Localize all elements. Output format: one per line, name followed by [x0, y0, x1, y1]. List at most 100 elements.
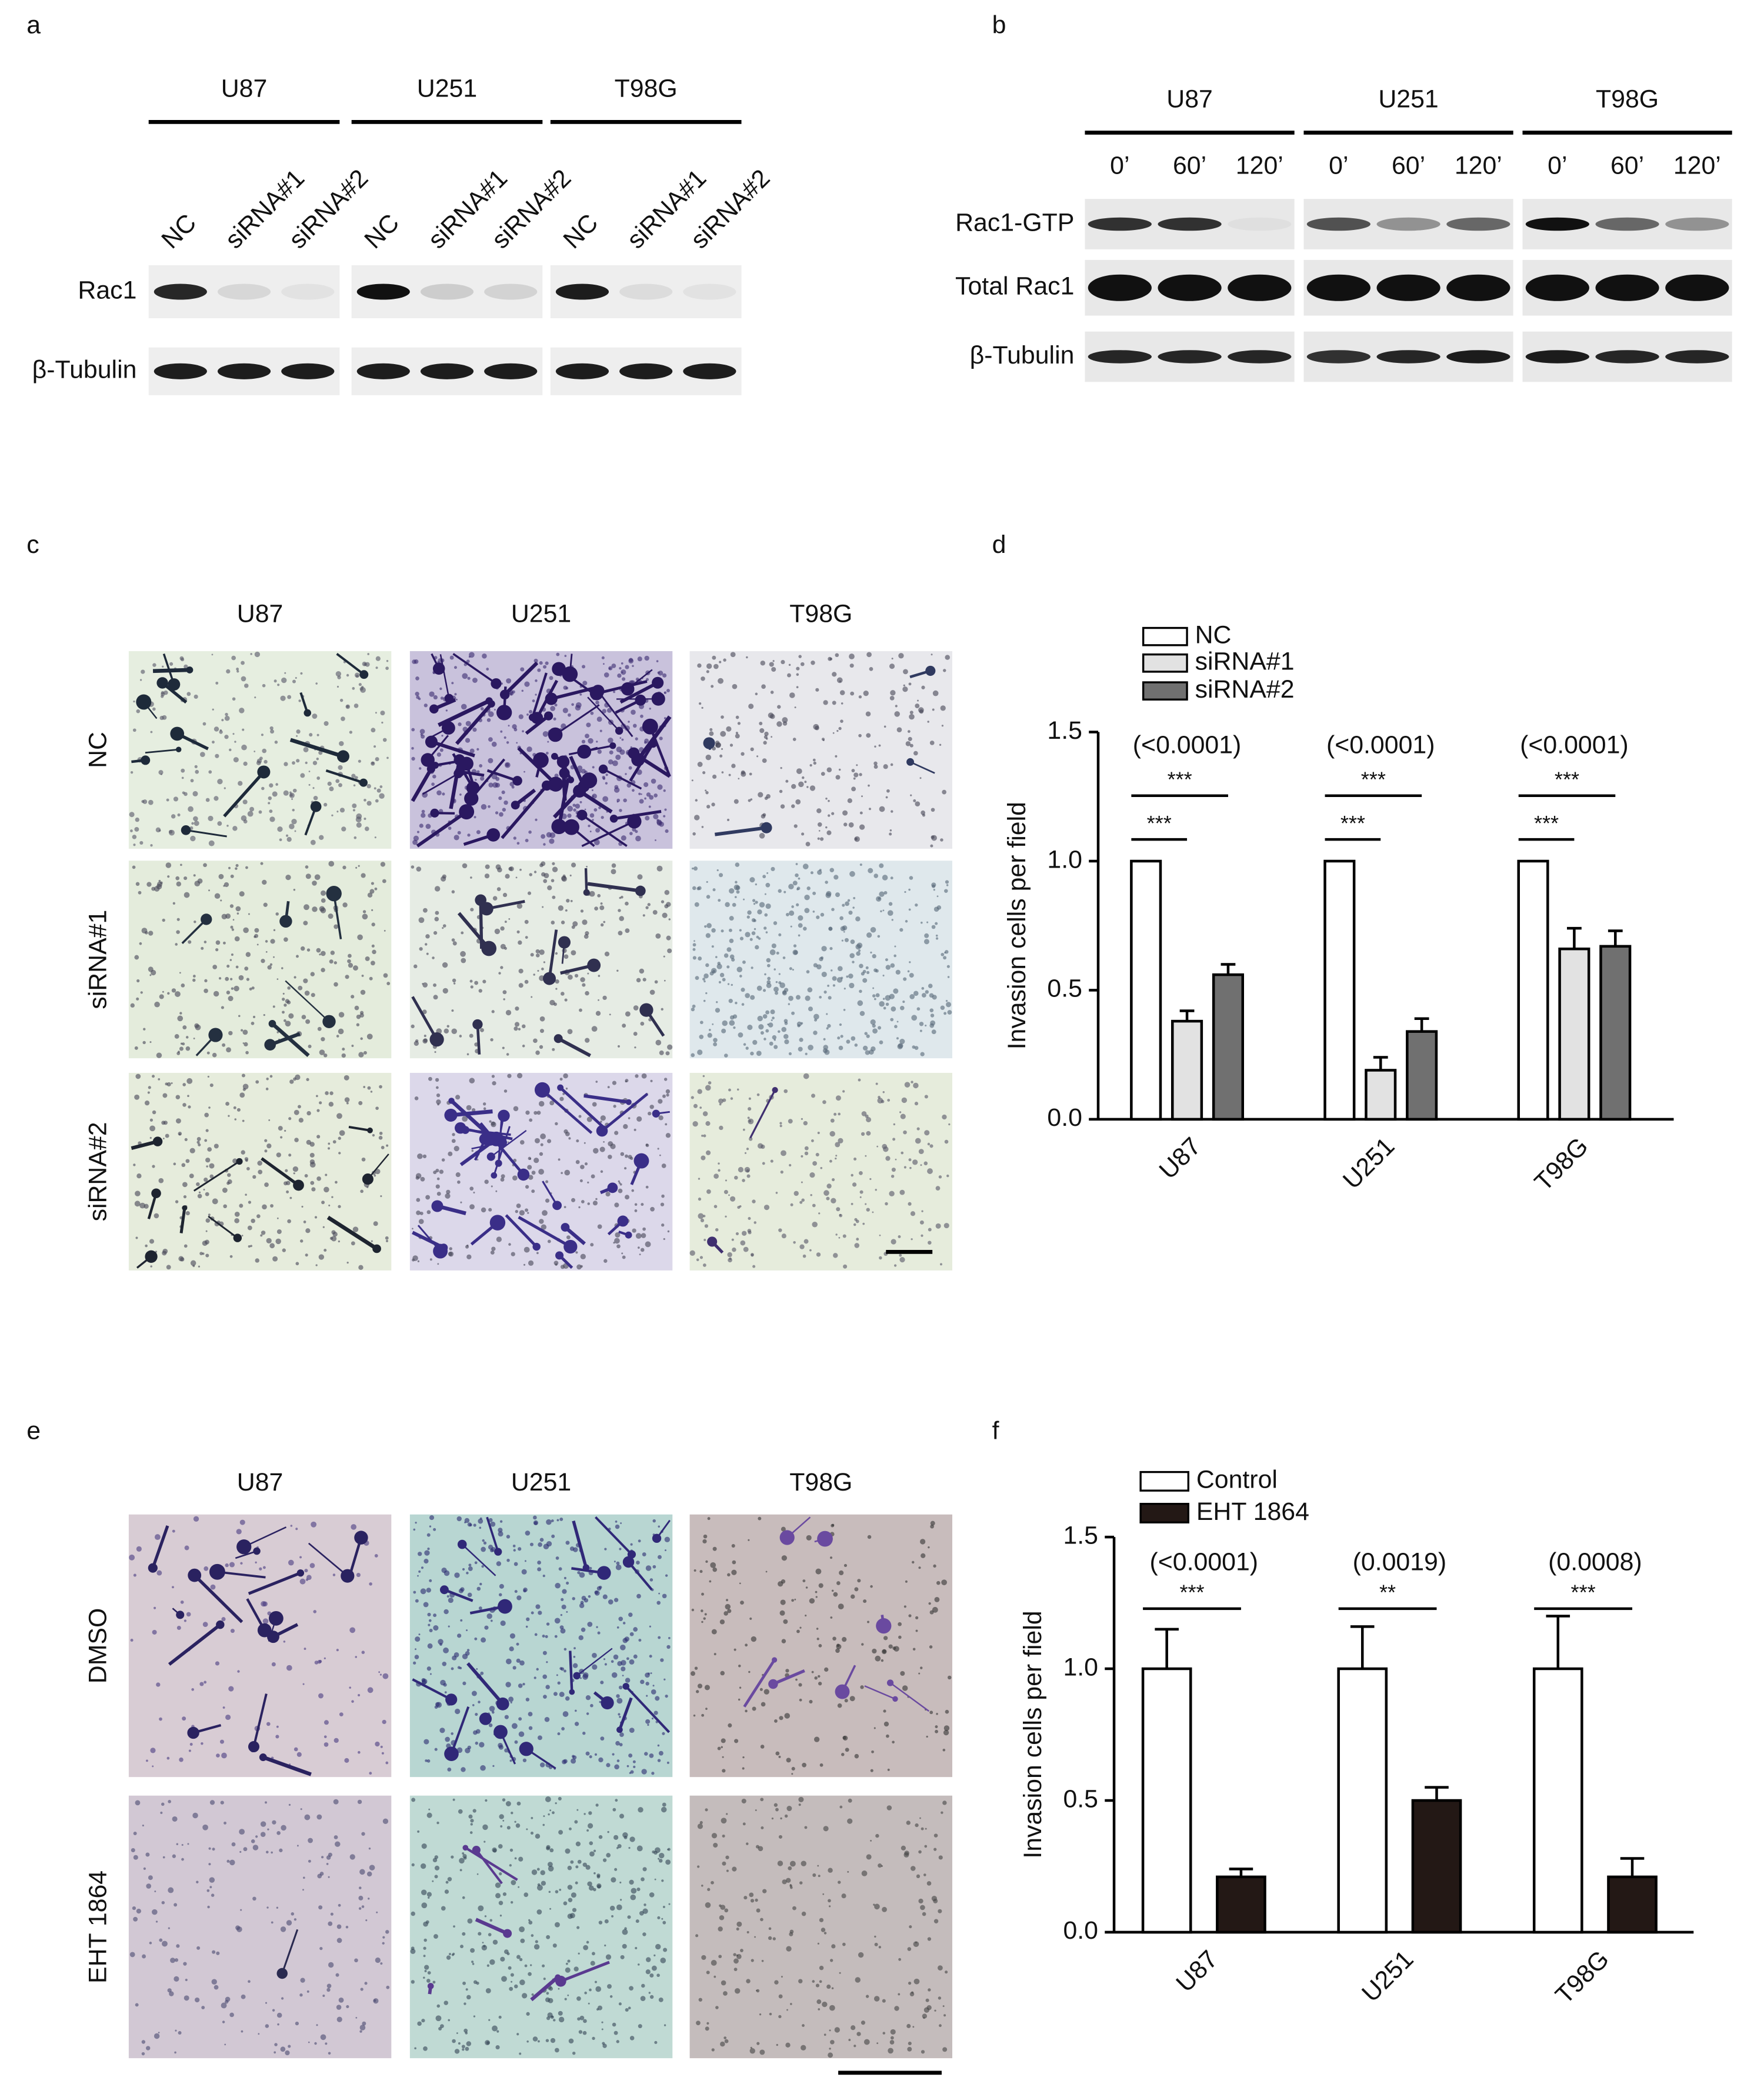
cell-speck	[699, 1035, 704, 1039]
cell-speck	[836, 677, 843, 683]
cell-speck	[194, 821, 199, 826]
cell-speck	[807, 987, 813, 993]
cell-speck	[890, 876, 893, 880]
cell-body	[576, 809, 588, 821]
cell-speck	[469, 1078, 475, 1083]
cell-speck	[436, 1177, 440, 1181]
cell-process	[285, 980, 330, 1022]
cell-speck	[413, 1661, 416, 1665]
cell-speck	[696, 2020, 701, 2026]
cell-speck	[375, 799, 379, 803]
cell-speck	[628, 766, 632, 770]
cell-speck	[630, 1894, 636, 1900]
cell-speck	[848, 2039, 851, 2042]
cell-speck	[228, 1031, 233, 1036]
cell-speck	[538, 1542, 542, 1547]
band	[1446, 350, 1510, 364]
cell-speck	[924, 1130, 930, 1136]
cell-speck	[533, 1515, 537, 1520]
cell-speck	[653, 1710, 658, 1715]
cell-speck	[662, 1905, 665, 1908]
time-label: 0’	[1110, 151, 1129, 179]
cell-speck	[360, 1037, 363, 1041]
cell-speck	[658, 1115, 663, 1121]
lane-label: NC	[359, 208, 405, 254]
cell-speck	[542, 1964, 545, 1968]
cell-speck	[801, 1022, 803, 1025]
cell-speck	[726, 965, 730, 969]
cell-speck	[720, 1905, 726, 1910]
cell-speck	[234, 1218, 239, 1223]
cell-speck	[645, 1565, 652, 1571]
cell-speck	[778, 981, 782, 985]
cell-speck	[476, 1668, 478, 1670]
cell-speck	[929, 1710, 933, 1715]
cell-speck	[522, 1024, 526, 1029]
cell-speck	[508, 1243, 511, 1246]
cell-speck	[384, 929, 386, 932]
cell-speck	[233, 757, 239, 763]
cell-speck	[535, 679, 538, 682]
cell-speck	[516, 1595, 522, 1600]
cell-speck	[329, 1091, 334, 1095]
cell-speck	[855, 916, 861, 922]
cell-speck	[596, 741, 598, 743]
cell-speck	[803, 1239, 809, 1244]
cell-speck	[527, 1165, 532, 1170]
cell-speck	[857, 1579, 861, 1583]
cell-speck	[414, 1655, 419, 1659]
cell-speck	[798, 1979, 803, 1983]
cell-speck	[442, 924, 446, 928]
cell-speck	[640, 1248, 645, 1252]
cell-speck	[866, 971, 870, 974]
cell-speck	[568, 1898, 573, 1902]
cell-speck	[852, 906, 855, 909]
cell-body	[625, 1099, 632, 1105]
cell-speck	[759, 2049, 765, 2055]
cell-speck	[526, 1828, 528, 1830]
cell-speck	[366, 1186, 369, 1188]
cell-speck	[434, 1934, 438, 1939]
cell-speck	[918, 1898, 923, 1904]
cell-speck	[703, 980, 706, 983]
cell-speck	[838, 1603, 844, 1610]
significance-stars: ***	[1179, 1580, 1204, 1605]
cell-speck	[649, 1655, 652, 1658]
cell-speck	[584, 808, 586, 811]
cell-speck	[764, 893, 766, 895]
cell-speck	[853, 2045, 856, 2048]
cell-speck	[614, 1202, 619, 1208]
cell-speck	[312, 761, 318, 765]
cell-speck	[693, 1714, 696, 1717]
cell-speck	[466, 1995, 471, 2000]
cell-speck	[716, 963, 722, 969]
significance-stars: ***	[1361, 767, 1386, 791]
cell-speck	[595, 1986, 602, 1992]
cell-speck	[286, 1665, 292, 1671]
cell-speck	[503, 998, 505, 1001]
cell-speck	[426, 1533, 431, 1537]
cell-speck	[890, 963, 895, 968]
cell-speck	[257, 1161, 262, 1166]
band	[683, 284, 736, 300]
cell-speck	[353, 784, 356, 787]
cell-speck	[607, 1086, 610, 1089]
cell-speck	[565, 1541, 570, 1545]
cell-speck	[744, 1152, 747, 1154]
cell-speck	[879, 1001, 885, 1007]
cell-speck	[891, 810, 893, 813]
cell-speck	[837, 1703, 842, 1708]
cell-speck	[746, 915, 750, 919]
cell-speck	[859, 989, 862, 993]
cell-speck	[943, 1223, 949, 1229]
cell-speck	[849, 953, 855, 958]
cell-speck	[775, 1192, 778, 1194]
cell-speck	[501, 1976, 507, 1982]
cell-speck	[525, 1110, 530, 1115]
cell-speck	[697, 886, 702, 891]
cell-speck	[904, 1850, 909, 1856]
cell-speck	[191, 822, 194, 825]
band	[1158, 217, 1222, 231]
cell-speck	[621, 1252, 623, 1255]
cell-speck	[524, 979, 529, 984]
